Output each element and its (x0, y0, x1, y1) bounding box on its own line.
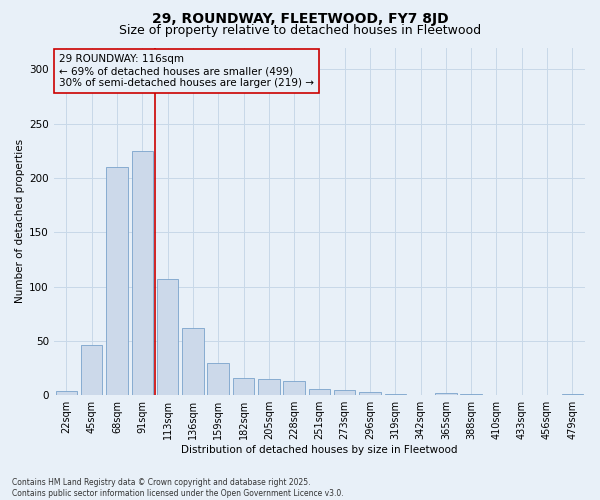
Bar (359, 392, 381, 395)
Bar (334, 390, 355, 395)
Bar (157, 279, 178, 395)
Bar (460, 394, 482, 395)
Bar (435, 393, 457, 395)
Text: 29 ROUNDWAY: 116sqm
← 69% of detached houses are smaller (499)
30% of semi-detac: 29 ROUNDWAY: 116sqm ← 69% of detached ho… (59, 54, 314, 88)
Text: 29, ROUNDWAY, FLEETWOOD, FY7 8JD: 29, ROUNDWAY, FLEETWOOD, FY7 8JD (152, 12, 448, 26)
Bar (182, 328, 203, 395)
Text: Contains HM Land Registry data © Crown copyright and database right 2025.
Contai: Contains HM Land Registry data © Crown c… (12, 478, 344, 498)
Bar (81, 345, 103, 395)
Text: Size of property relative to detached houses in Fleetwood: Size of property relative to detached ho… (119, 24, 481, 37)
Bar (131, 150, 153, 395)
Bar (233, 378, 254, 395)
Bar (106, 167, 128, 395)
Bar (385, 394, 406, 395)
Bar (208, 362, 229, 395)
Bar (258, 379, 280, 395)
Bar (562, 394, 583, 395)
Bar (308, 388, 330, 395)
X-axis label: Distribution of detached houses by size in Fleetwood: Distribution of detached houses by size … (181, 445, 458, 455)
Bar (283, 381, 305, 395)
Bar (56, 391, 77, 395)
Y-axis label: Number of detached properties: Number of detached properties (15, 140, 25, 304)
